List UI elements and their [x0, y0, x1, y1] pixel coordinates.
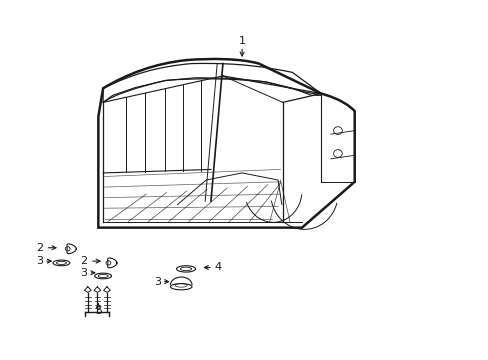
Text: 3: 3 — [153, 276, 161, 287]
Text: 5: 5 — [95, 306, 102, 316]
Text: 2: 2 — [36, 243, 43, 253]
Text: 2: 2 — [80, 256, 87, 266]
Text: 4: 4 — [214, 262, 221, 273]
Text: 3: 3 — [36, 256, 43, 266]
Text: 1: 1 — [238, 36, 245, 46]
Text: 3: 3 — [81, 268, 87, 278]
